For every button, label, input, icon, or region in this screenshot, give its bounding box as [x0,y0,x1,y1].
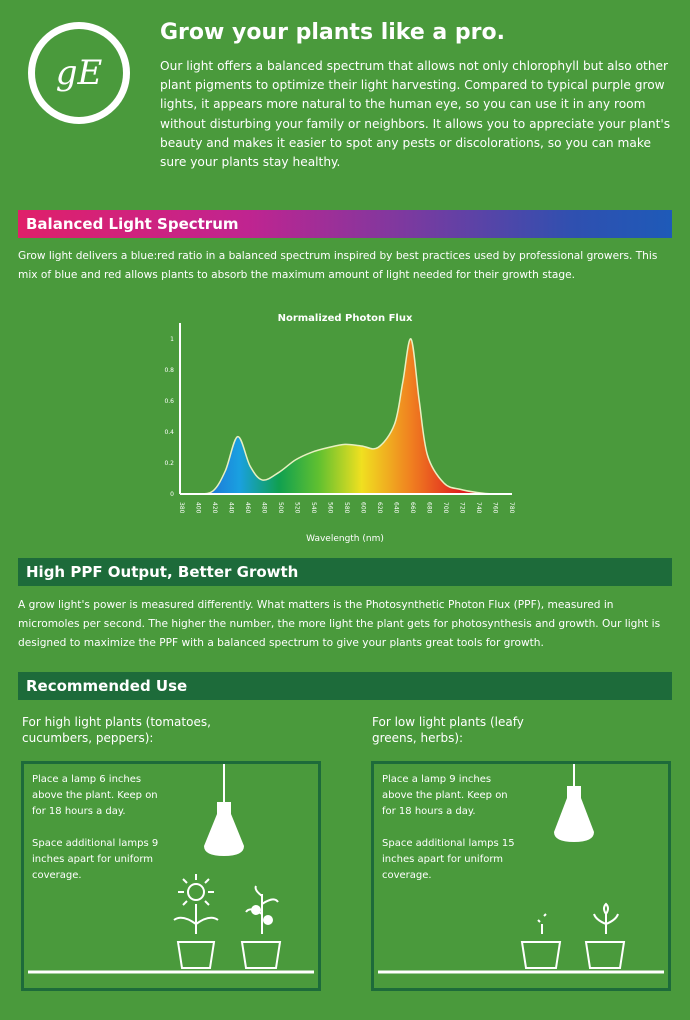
low-placement: Place a lamp 9 inches above the plant. K… [382,774,508,817]
low-spacing: Space additional lamps 15 inches apart f… [382,838,515,881]
x-tick-label: 460 [244,502,251,514]
section-heading-spectrum: Balanced Light Spectrum [18,210,672,238]
x-tick-label: 680 [426,502,433,514]
intro-text: Our light offers a balanced spectrum tha… [160,59,671,170]
low-light-label: For low light plants (leafy greens, herb… [372,715,524,745]
x-tick-label: 660 [409,502,416,514]
x-tick-label: 580 [343,502,350,514]
x-tick-label: 740 [475,502,482,514]
x-tick-label: 720 [459,502,466,514]
seedling-icon [520,913,562,969]
ppf-text: A grow light's power is measured differe… [18,599,661,649]
low-light-card: Place a lamp 9 inches above the plant. K… [371,761,671,991]
x-tick-label: 400 [195,502,202,514]
ge-logo: gE [28,22,130,124]
tomato-plant-icon [240,885,282,969]
spectrum-area [180,338,510,495]
lamp-icon [554,764,594,842]
spectrum-text: Grow light delivers a blue:red ratio in … [18,250,658,281]
logo-mark: gE [35,29,123,117]
x-tick-label: 500 [277,502,284,514]
high-light-label: For high light plants (tomatoes, cucumbe… [22,715,211,745]
y-tick-label: 0.4 [164,429,174,436]
y-tick-label: 0.2 [164,460,174,467]
section-heading-ppf: High PPF Output, Better Growth [18,558,672,586]
x-tick-label: 540 [310,502,317,514]
herb-plant-icon [584,902,626,969]
x-axis-label: Wavelength (nm) [306,534,384,544]
x-tick-label: 620 [376,502,383,514]
x-tick-label: 560 [327,502,334,514]
flower-plant-icon [173,874,219,969]
x-tick-label: 640 [393,502,400,514]
x-tick-label: 480 [261,502,268,514]
y-tick-label: 0.8 [164,367,174,374]
high-light-card: Place a lamp 6 inches above the plant. K… [21,761,321,991]
x-tick-label: 780 [508,502,515,514]
chart-title: Normalized Photon Flux [278,313,413,324]
x-tick-label: 760 [492,502,499,514]
y-tick-label: 0.6 [164,398,174,405]
x-tick-label: 380 [178,502,185,514]
lamp-icon [204,764,244,856]
x-tick-label: 520 [294,502,301,514]
section-heading-use: Recommended Use [18,672,672,700]
high-placement: Place a lamp 6 inches above the plant. K… [32,774,158,817]
x-tick-label: 600 [360,502,367,514]
photon-flux-chart: Normalized Photon Flux 0 0.2 0.4 0.6 0.8 1 380… [164,313,515,544]
high-spacing: Space additional lamps 9 inches apart fo… [32,838,159,881]
page-title: Grow your plants like a pro. [160,20,505,45]
x-tick-label: 420 [211,502,218,514]
x-tick-label: 700 [442,502,449,514]
spectrum-line [179,338,511,495]
y-tick-label: 0 [170,491,174,498]
y-tick-label: 1 [170,336,174,343]
x-tick-label: 440 [228,502,235,514]
